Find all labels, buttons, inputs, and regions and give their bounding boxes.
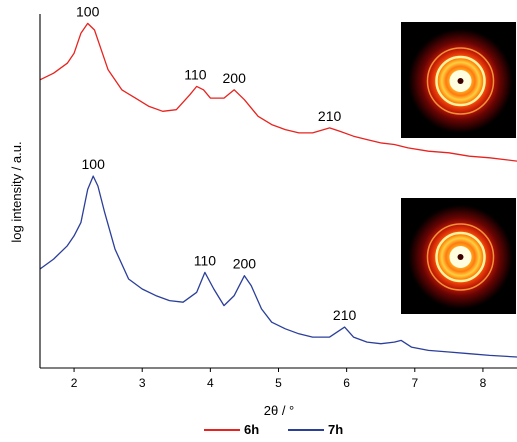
peak-label-3: 210	[318, 108, 342, 124]
inset-images	[401, 22, 516, 314]
x-axis-title: 2θ / °	[264, 403, 295, 418]
x-tick-label-2: 2	[71, 376, 78, 390]
saxs-pattern-6h	[401, 22, 516, 138]
peak-label-2: 200	[223, 70, 247, 86]
series-line-6h	[39, 22, 517, 162]
x-tick-label-3: 3	[139, 376, 146, 390]
plot-area: 100 110 200 210 100 110 200 210	[39, 3, 517, 358]
x-tick-label-6: 6	[343, 376, 350, 390]
saxs-pattern-7h	[401, 198, 516, 314]
x-axis-ticks: 2 3 4 5 6 7 8	[71, 368, 487, 390]
y-axis-title: log intensity / a.u.	[9, 141, 24, 242]
x-tick-label-5: 5	[275, 376, 282, 390]
legend-label-6h: 6h	[244, 422, 259, 437]
peak-label-1: 110	[184, 66, 207, 82]
peak-label-5: 110	[194, 252, 217, 268]
x-tick-label-7: 7	[411, 376, 418, 390]
series-line-7h	[39, 175, 517, 358]
x-tick-label-4: 4	[207, 376, 214, 390]
peak-label-7: 210	[333, 307, 357, 323]
peak-label-0: 100	[76, 3, 100, 19]
legend: 6h 7h	[204, 422, 343, 437]
peak-label-6: 200	[233, 256, 257, 272]
peak-label-4: 100	[82, 156, 106, 172]
legend-label-7h: 7h	[328, 422, 343, 437]
x-tick-label-8: 8	[480, 376, 487, 390]
